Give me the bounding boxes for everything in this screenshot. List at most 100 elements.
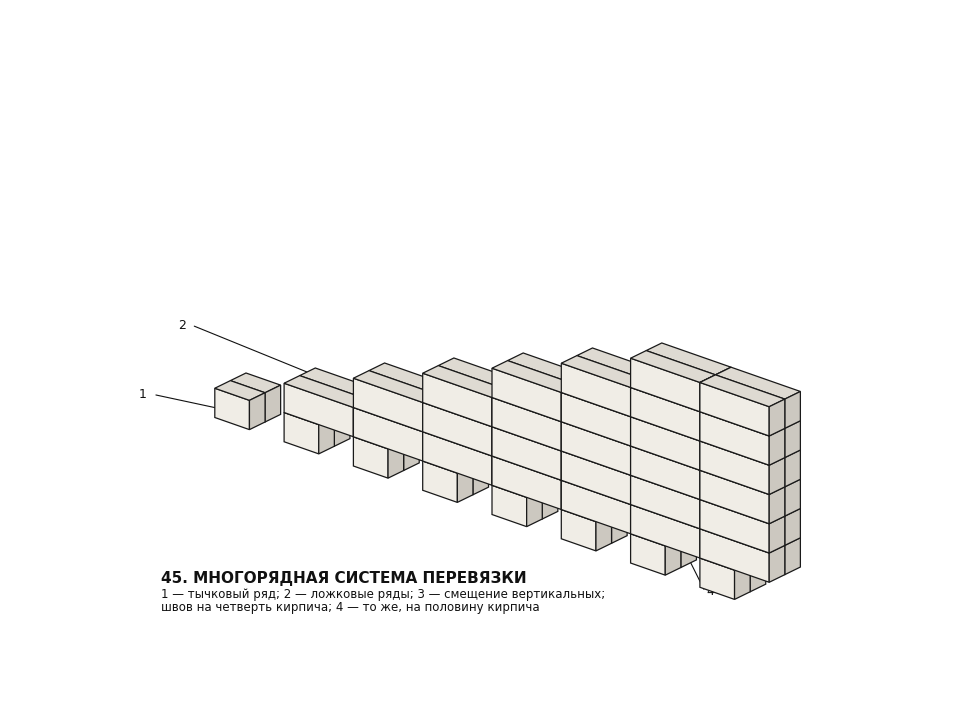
Polygon shape [769,458,784,495]
Polygon shape [353,400,439,432]
Polygon shape [422,432,492,485]
Polygon shape [646,467,715,521]
Polygon shape [715,404,784,458]
Polygon shape [715,397,732,433]
Polygon shape [700,492,784,523]
Polygon shape [577,472,646,526]
Polygon shape [784,420,801,458]
Polygon shape [422,424,439,461]
Polygon shape [631,417,700,470]
Polygon shape [646,460,732,492]
Polygon shape [230,373,280,392]
Polygon shape [492,419,508,456]
Polygon shape [715,463,784,516]
Polygon shape [715,485,732,521]
Polygon shape [492,427,562,480]
Polygon shape [715,375,784,428]
Polygon shape [439,416,454,454]
Polygon shape [369,429,403,470]
Polygon shape [646,518,696,539]
Polygon shape [508,382,592,414]
Polygon shape [646,497,715,550]
Polygon shape [403,433,420,470]
Polygon shape [300,376,369,429]
Polygon shape [215,381,265,400]
Text: 2: 2 [178,318,185,332]
Polygon shape [562,472,646,505]
Polygon shape [631,467,715,500]
Polygon shape [700,382,769,436]
Polygon shape [646,380,715,433]
Polygon shape [334,410,350,446]
Polygon shape [700,433,715,470]
Polygon shape [700,521,715,558]
Polygon shape [265,385,280,422]
Polygon shape [562,444,646,475]
Polygon shape [562,414,577,451]
Polygon shape [784,392,801,428]
Polygon shape [492,449,577,480]
Polygon shape [769,399,784,436]
Polygon shape [319,417,334,454]
Polygon shape [422,395,439,432]
Polygon shape [631,409,646,446]
Polygon shape [631,438,646,475]
Polygon shape [353,408,422,461]
Polygon shape [700,441,769,495]
Polygon shape [646,431,661,467]
Polygon shape [492,485,527,526]
Polygon shape [646,372,661,409]
Polygon shape [577,494,627,514]
Polygon shape [508,470,558,490]
Polygon shape [631,380,646,417]
Polygon shape [646,438,715,492]
Polygon shape [284,413,319,454]
Polygon shape [562,385,577,422]
Polygon shape [422,402,492,456]
Text: 45. МНОГОРЯДНАЯ СИСТЕМА ПЕРЕВЯЗКИ: 45. МНОГОРЯДНАЯ СИСТЕМА ПЕРЕВЯЗКИ [161,572,526,587]
Polygon shape [646,372,732,404]
Polygon shape [715,397,801,428]
Polygon shape [439,424,508,477]
Polygon shape [577,407,661,438]
Polygon shape [646,490,661,526]
Polygon shape [508,419,577,472]
Polygon shape [715,426,801,458]
Polygon shape [577,465,592,502]
Polygon shape [369,371,439,424]
Polygon shape [369,400,439,454]
Polygon shape [508,412,523,449]
Polygon shape [300,397,350,417]
Polygon shape [681,531,696,567]
Polygon shape [508,441,523,477]
Polygon shape [508,441,592,472]
Polygon shape [492,361,577,392]
Polygon shape [700,404,715,441]
Text: 1 — тычковый ряд; 2 — ложковые ряды; 3 — смещение вертикальных;: 1 — тычковый ряд; 2 — ложковые ряды; 3 —… [161,588,605,601]
Polygon shape [700,558,734,600]
Text: 4: 4 [707,585,714,598]
Polygon shape [508,382,523,419]
Polygon shape [577,502,612,544]
Polygon shape [715,485,801,516]
Polygon shape [439,387,523,419]
Polygon shape [300,368,385,400]
Polygon shape [631,534,665,575]
Polygon shape [631,359,700,412]
Polygon shape [250,392,265,430]
Polygon shape [422,424,508,456]
Polygon shape [631,497,646,534]
Polygon shape [353,437,388,478]
Polygon shape [577,414,646,467]
Polygon shape [700,500,769,553]
Polygon shape [562,385,646,417]
Polygon shape [369,392,385,429]
Polygon shape [577,377,592,414]
Polygon shape [715,513,801,545]
Polygon shape [473,458,489,495]
Polygon shape [769,428,784,465]
Polygon shape [700,433,784,465]
Polygon shape [562,363,631,417]
Polygon shape [284,405,334,425]
Polygon shape [562,422,631,475]
